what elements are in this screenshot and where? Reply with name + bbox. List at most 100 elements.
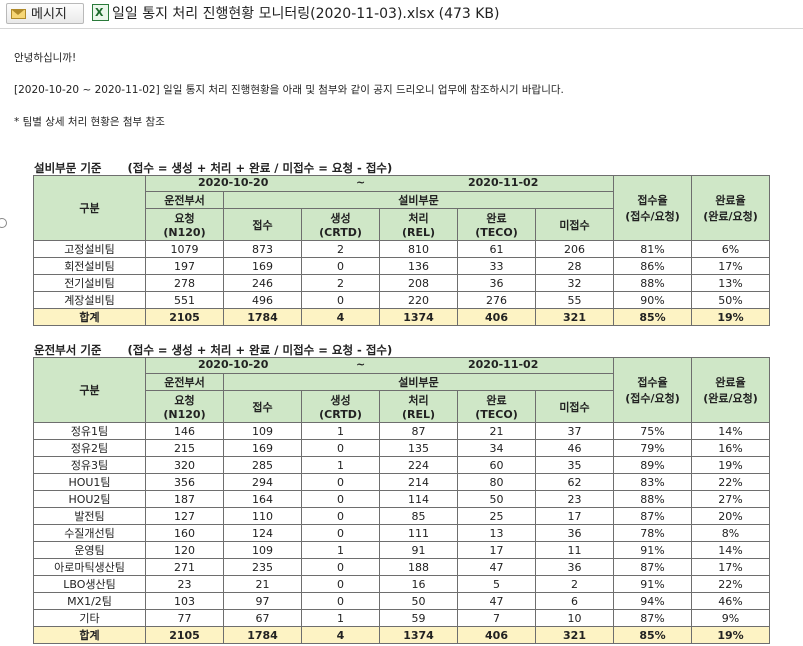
table-cell: 37	[535, 422, 614, 440]
row-label: 전기설비팀	[33, 274, 146, 292]
table-cell: 11	[535, 541, 614, 559]
table-cell: 34	[457, 439, 536, 457]
row-label: 아로마틱생산팀	[33, 558, 146, 576]
table-cell: 0	[301, 558, 380, 576]
table-cell: 356	[145, 473, 224, 491]
row-label: 회전설비팀	[33, 257, 146, 275]
table-cell: 36	[535, 524, 614, 542]
total-cell: 19%	[691, 308, 770, 326]
table-cell: 0	[301, 575, 380, 593]
table-row: 정유2팀 215 169 0 135 34 46 79% 16%	[33, 439, 770, 457]
table-cell: 91%	[613, 541, 692, 559]
table-cell: 6%	[691, 240, 770, 258]
header-complete-rate: 완료율 (완료/요청)	[691, 175, 770, 241]
total-cell: 19%	[691, 626, 770, 644]
table-cell: 35	[535, 456, 614, 474]
total-cell: 2105	[145, 308, 224, 326]
row-label: 고정설비팀	[33, 240, 146, 258]
attachment-file[interactable]: 일일 통지 처리 진행현황 모니터링(2020-11-03).xlsx(473 …	[92, 3, 500, 25]
table-cell: 1079	[145, 240, 224, 258]
table2-formula: (접수 = 생성 + 처리 + 완료 / 미접수 = 요청 - 접수)	[127, 343, 393, 357]
table-cell: 2	[301, 274, 380, 292]
table-cell: 1	[301, 422, 380, 440]
header-ops-group: 운전부서	[145, 373, 224, 391]
table-row: 아로마틱생산팀 271 235 0 188 47 36 87% 17%	[33, 558, 770, 576]
table-cell: 208	[379, 274, 458, 292]
row-label: 수질개선팀	[33, 524, 146, 542]
header-req: 요청 (N120)	[145, 390, 224, 423]
table-cell: 21	[223, 575, 302, 593]
table-cell: 13%	[691, 274, 770, 292]
table-cell: 62	[535, 473, 614, 491]
table-cell: 23	[535, 490, 614, 508]
table-cell: 17%	[691, 257, 770, 275]
table-cell: 28	[535, 257, 614, 275]
row-label: 정유3팀	[33, 456, 146, 474]
table-cell: 0	[301, 439, 380, 457]
attachment-name[interactable]: 일일 통지 처리 진행현황 모니터링(2020-11-03).xlsx	[112, 6, 435, 22]
radio-icon	[0, 218, 7, 228]
header-complete: 완료 (TECO)	[457, 208, 536, 241]
table-cell: 120	[145, 541, 224, 559]
table-cell: 220	[379, 291, 458, 309]
table-row: MX1/2팀 103 97 0 50 47 6 94% 46%	[33, 592, 770, 610]
header-complete-rate: 완료율 (완료/요청)	[691, 357, 770, 423]
table-cell: 88%	[613, 490, 692, 508]
table-cell: 47	[457, 558, 536, 576]
table-cell: 169	[223, 439, 302, 457]
header-process: 처리 (REL)	[379, 390, 458, 423]
table1-formula: (접수 = 생성 + 처리 + 완료 / 미접수 = 요청 - 접수)	[127, 161, 393, 175]
header-unaccepted: 미접수	[535, 208, 614, 241]
table-cell: 79%	[613, 439, 692, 457]
table-cell: 214	[379, 473, 458, 491]
attachment-size: (473 KB)	[438, 6, 500, 22]
table-cell: 22%	[691, 473, 770, 491]
header-create: 생성 (CRTD)	[301, 208, 380, 241]
table-cell: 146	[145, 422, 224, 440]
table-cell: 5	[457, 575, 536, 593]
total-row: 합계 2105 1784 4 1374 406 321 85% 19%	[33, 626, 770, 644]
table-row: 정유1팀 146 109 1 87 21 37 75% 14%	[33, 422, 770, 440]
date-to: 2020-11-02	[468, 176, 539, 190]
table-cell: 16	[379, 575, 458, 593]
table-cell: 81%	[613, 240, 692, 258]
table-cell: 109	[223, 541, 302, 559]
table-cell: 17	[457, 541, 536, 559]
row-label: HOU1팀	[33, 473, 146, 491]
table-cell: 67	[223, 609, 302, 627]
table-cell: 278	[145, 274, 224, 292]
row-label: HOU2팀	[33, 490, 146, 508]
date-from: 2020-10-20	[198, 176, 269, 190]
total-cell: 85%	[613, 308, 692, 326]
table-cell: 83%	[613, 473, 692, 491]
header-accept-rate: 접수율 (접수/요청)	[613, 175, 692, 241]
table-row: 회전설비팀 197 169 0 136 33 28 86% 17%	[33, 257, 770, 275]
table-cell: 17%	[691, 558, 770, 576]
header-gubun: 구분	[33, 357, 146, 423]
table-cell: 235	[223, 558, 302, 576]
table-cell: 36	[457, 274, 536, 292]
total-cell: 4	[301, 308, 380, 326]
message-button[interactable]: 메시지	[6, 3, 84, 24]
total-label: 합계	[33, 626, 146, 644]
table-cell: 169	[223, 257, 302, 275]
table-row: HOU2팀 187 164 0 114 50 23 88% 27%	[33, 490, 770, 508]
table-row: 고정설비팀 1079 873 2 810 61 206 81% 6%	[33, 240, 770, 258]
table-cell: 114	[379, 490, 458, 508]
header-ops-group: 운전부서	[145, 191, 224, 209]
table-cell: 294	[223, 473, 302, 491]
table-cell: 276	[457, 291, 536, 309]
table1-title-text: 설비부문 기준	[34, 161, 102, 175]
header-req: 요청 (N120)	[145, 208, 224, 241]
table-cell: 33	[457, 257, 536, 275]
total-cell: 406	[457, 308, 536, 326]
row-label: 정유1팀	[33, 422, 146, 440]
table-row: 전기설비팀 278 246 2 208 36 32 88% 13%	[33, 274, 770, 292]
date-to: 2020-11-02	[468, 358, 539, 372]
table-cell: 110	[223, 507, 302, 525]
table-cell: 7	[457, 609, 536, 627]
table-cell: 2	[535, 575, 614, 593]
table-cell: 320	[145, 456, 224, 474]
table-row: 정유3팀 320 285 1 224 60 35 89% 19%	[33, 456, 770, 474]
table-cell: 14%	[691, 422, 770, 440]
